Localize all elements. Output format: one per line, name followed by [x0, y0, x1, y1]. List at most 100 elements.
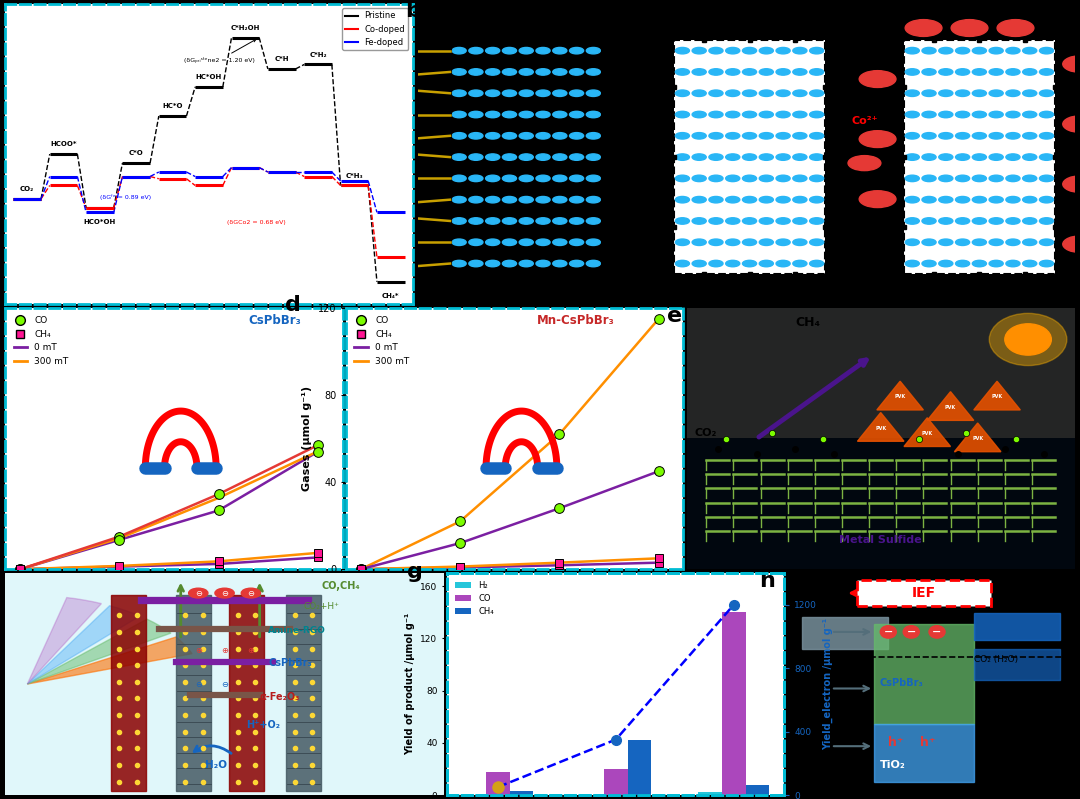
- Text: ⊖: ⊖: [194, 680, 202, 689]
- Circle shape: [569, 260, 583, 267]
- Circle shape: [502, 69, 516, 75]
- Circle shape: [469, 197, 483, 203]
- Circle shape: [708, 111, 723, 117]
- Circle shape: [586, 260, 600, 267]
- Circle shape: [1039, 175, 1054, 181]
- Bar: [486, 772, 510, 795]
- Circle shape: [905, 20, 942, 37]
- Bar: [974, 613, 1061, 640]
- Circle shape: [189, 588, 208, 598]
- Circle shape: [553, 218, 567, 225]
- Circle shape: [742, 111, 757, 117]
- Bar: [721, 612, 745, 795]
- Text: CO₂+H⁺: CO₂+H⁺: [303, 602, 339, 610]
- Circle shape: [469, 154, 483, 161]
- Circle shape: [536, 175, 550, 181]
- Circle shape: [726, 218, 740, 225]
- Text: CPB-BF₄: CPB-BF₄: [729, 285, 770, 294]
- Circle shape: [759, 47, 773, 54]
- Text: BF₄⁻: BF₄⁻: [621, 116, 648, 126]
- Circle shape: [1005, 154, 1020, 161]
- Circle shape: [453, 218, 467, 225]
- Circle shape: [972, 47, 986, 54]
- Circle shape: [810, 90, 824, 97]
- Circle shape: [692, 175, 706, 181]
- Circle shape: [1005, 175, 1020, 181]
- Circle shape: [777, 133, 791, 139]
- Circle shape: [692, 69, 706, 75]
- Circle shape: [569, 197, 583, 203]
- Circle shape: [519, 111, 534, 117]
- Circle shape: [956, 90, 970, 97]
- Circle shape: [586, 197, 600, 203]
- Circle shape: [989, 313, 1067, 366]
- Circle shape: [569, 154, 583, 161]
- Circle shape: [519, 175, 534, 181]
- Circle shape: [1005, 90, 1020, 97]
- Circle shape: [536, 47, 550, 54]
- Circle shape: [905, 47, 919, 54]
- Circle shape: [519, 133, 534, 139]
- Circle shape: [989, 133, 1003, 139]
- Circle shape: [553, 69, 567, 75]
- Bar: [229, 595, 264, 790]
- Circle shape: [777, 90, 791, 97]
- Bar: [974, 649, 1061, 680]
- Text: C*O: C*O: [129, 150, 144, 157]
- Circle shape: [860, 70, 896, 87]
- Circle shape: [486, 90, 500, 97]
- Text: ⊖: ⊖: [221, 589, 228, 598]
- Y-axis label: Yield of product /μmol g⁻¹: Yield of product /μmol g⁻¹: [405, 613, 415, 755]
- Circle shape: [777, 111, 791, 117]
- Circle shape: [905, 90, 919, 97]
- Circle shape: [810, 154, 824, 161]
- Circle shape: [759, 239, 773, 245]
- Circle shape: [905, 175, 919, 181]
- Bar: [110, 595, 146, 790]
- Circle shape: [922, 239, 936, 245]
- Bar: [874, 624, 974, 724]
- Circle shape: [777, 239, 791, 245]
- Circle shape: [519, 260, 534, 267]
- Circle shape: [1005, 218, 1020, 225]
- Text: TiO₂: TiO₂: [880, 761, 905, 770]
- Circle shape: [502, 90, 516, 97]
- Text: CO₂: CO₂: [21, 186, 35, 193]
- Circle shape: [972, 239, 986, 245]
- Text: h⁺: h⁺: [889, 736, 904, 749]
- Circle shape: [777, 175, 791, 181]
- Circle shape: [777, 47, 791, 54]
- Circle shape: [939, 69, 953, 75]
- Circle shape: [1063, 56, 1080, 73]
- Circle shape: [1039, 133, 1054, 139]
- Text: −: −: [932, 627, 942, 637]
- Circle shape: [1023, 218, 1037, 225]
- Circle shape: [502, 218, 516, 225]
- Circle shape: [675, 175, 689, 181]
- Circle shape: [1023, 154, 1037, 161]
- Bar: [699, 793, 721, 795]
- Circle shape: [922, 47, 936, 54]
- Circle shape: [536, 197, 550, 203]
- Circle shape: [905, 197, 919, 203]
- Circle shape: [486, 133, 500, 139]
- Circle shape: [708, 90, 723, 97]
- Circle shape: [502, 154, 516, 161]
- Circle shape: [553, 154, 567, 161]
- Circle shape: [692, 239, 706, 245]
- Circle shape: [972, 133, 986, 139]
- Circle shape: [453, 47, 467, 54]
- Circle shape: [742, 69, 757, 75]
- Circle shape: [675, 69, 689, 75]
- Circle shape: [675, 90, 689, 97]
- Circle shape: [777, 69, 791, 75]
- Circle shape: [453, 111, 467, 117]
- Circle shape: [939, 47, 953, 54]
- Circle shape: [810, 69, 824, 75]
- Circle shape: [1023, 69, 1037, 75]
- Text: CO₂ (H₂O): CO₂ (H₂O): [974, 655, 1018, 664]
- Circle shape: [810, 260, 824, 267]
- Text: ⊕: ⊕: [247, 646, 255, 655]
- Text: O₂: O₂: [794, 761, 806, 770]
- Circle shape: [939, 239, 953, 245]
